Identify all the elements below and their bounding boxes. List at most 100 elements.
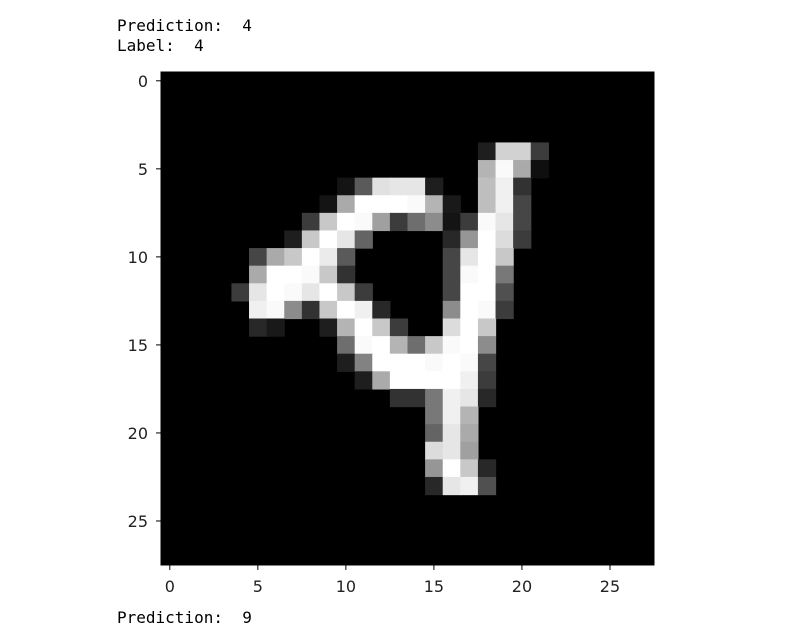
pixel bbox=[425, 212, 444, 232]
pixel bbox=[319, 230, 338, 249]
pixel bbox=[477, 265, 497, 284]
pixel bbox=[372, 336, 391, 355]
pixel bbox=[319, 195, 338, 214]
pixel bbox=[389, 388, 409, 408]
pixel bbox=[354, 230, 373, 249]
y-tick-label: 10 bbox=[128, 248, 148, 267]
pixel bbox=[460, 388, 479, 408]
pixel bbox=[495, 300, 514, 320]
pixel bbox=[425, 195, 444, 214]
next-prediction-value: 9 bbox=[242, 608, 252, 627]
pixel bbox=[337, 318, 356, 337]
y-tick-label: 20 bbox=[128, 424, 148, 443]
pixel bbox=[337, 212, 356, 232]
pixel bbox=[425, 336, 444, 355]
pixel bbox=[442, 441, 461, 460]
pixel bbox=[372, 195, 391, 214]
x-tick-label: 25 bbox=[600, 577, 620, 596]
pixel bbox=[249, 318, 268, 337]
y-axis: 0 5 10 15 20 25 bbox=[128, 72, 161, 531]
pixel bbox=[442, 424, 461, 443]
pixel bbox=[284, 300, 303, 320]
pixel bbox=[337, 230, 356, 249]
pixel bbox=[407, 353, 426, 372]
pixel-layer bbox=[231, 142, 549, 496]
pixel bbox=[284, 230, 303, 249]
pixel bbox=[407, 195, 426, 214]
pixel bbox=[477, 142, 497, 161]
pixel bbox=[442, 212, 461, 232]
pixel bbox=[442, 336, 461, 355]
pixel bbox=[442, 318, 461, 337]
pixel bbox=[337, 336, 356, 355]
y-tick-label: 0 bbox=[138, 72, 148, 91]
pixel bbox=[266, 248, 285, 267]
pixel bbox=[425, 353, 444, 372]
pixel bbox=[442, 353, 461, 372]
pixel bbox=[495, 230, 514, 249]
pixel bbox=[407, 212, 426, 232]
pixel bbox=[354, 195, 373, 214]
pixel bbox=[337, 300, 356, 320]
pixel bbox=[460, 424, 479, 443]
pixel bbox=[425, 371, 444, 390]
pixel bbox=[442, 248, 461, 267]
pixel bbox=[495, 265, 514, 284]
pixel bbox=[301, 265, 321, 284]
pixel bbox=[319, 265, 338, 284]
pixel bbox=[442, 476, 461, 496]
pixel bbox=[477, 230, 497, 249]
pixel bbox=[389, 195, 409, 214]
pixel bbox=[495, 248, 514, 267]
pixel bbox=[460, 476, 479, 496]
pixel bbox=[495, 283, 514, 302]
label-label: Label: bbox=[117, 36, 175, 55]
pixel bbox=[389, 318, 409, 337]
pixel bbox=[266, 283, 285, 302]
pixel bbox=[530, 142, 549, 161]
pixel bbox=[337, 177, 356, 196]
pixel bbox=[477, 318, 497, 337]
pixel bbox=[477, 388, 497, 408]
pixel bbox=[460, 371, 479, 390]
y-tick-label: 25 bbox=[128, 512, 148, 531]
pixel bbox=[372, 371, 391, 390]
pixel bbox=[354, 177, 373, 196]
pixel bbox=[460, 283, 479, 302]
pixel bbox=[319, 300, 338, 320]
pixel bbox=[477, 476, 497, 496]
pixel bbox=[337, 283, 356, 302]
pixel bbox=[372, 353, 391, 372]
x-tick-label: 15 bbox=[424, 577, 444, 596]
pixel bbox=[372, 177, 391, 196]
pixel bbox=[231, 283, 250, 302]
pixel bbox=[460, 248, 479, 267]
pixel bbox=[372, 318, 391, 337]
pixel bbox=[425, 388, 444, 408]
pixel bbox=[442, 230, 461, 249]
pixel bbox=[354, 300, 373, 320]
pixel bbox=[372, 212, 391, 232]
prediction-label: Prediction: bbox=[117, 16, 223, 35]
pixel bbox=[513, 212, 532, 232]
pixel bbox=[425, 441, 444, 460]
pixel bbox=[442, 371, 461, 390]
y-tick-label: 15 bbox=[128, 336, 148, 355]
pixel bbox=[495, 177, 514, 196]
pixel bbox=[530, 160, 549, 179]
x-tick-label: 10 bbox=[336, 577, 356, 596]
pixel bbox=[337, 195, 356, 214]
pixel bbox=[460, 353, 479, 372]
pixel bbox=[249, 283, 268, 302]
pixel bbox=[460, 318, 479, 337]
label-value: 4 bbox=[194, 36, 204, 55]
pixel bbox=[389, 371, 409, 390]
pixel bbox=[495, 195, 514, 214]
pixel bbox=[513, 142, 532, 161]
pixel bbox=[477, 195, 497, 214]
pixel bbox=[319, 248, 338, 267]
pixel bbox=[337, 353, 356, 372]
pixel bbox=[513, 177, 532, 196]
pixel bbox=[460, 265, 479, 284]
